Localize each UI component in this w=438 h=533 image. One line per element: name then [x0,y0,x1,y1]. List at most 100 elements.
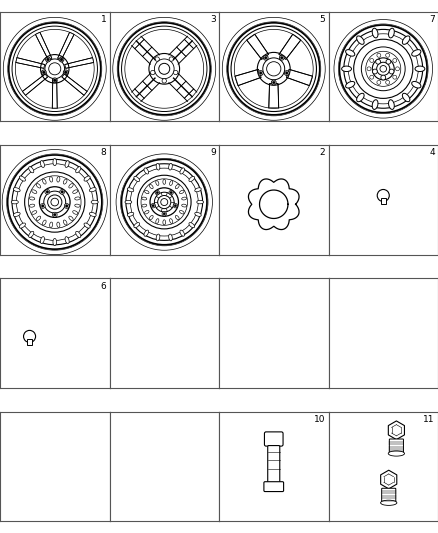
Ellipse shape [142,197,147,200]
Polygon shape [62,74,87,95]
Circle shape [155,190,159,195]
Ellipse shape [76,167,81,173]
Ellipse shape [75,197,80,200]
Circle shape [42,70,46,75]
Ellipse shape [29,231,34,238]
Text: 2: 2 [320,148,325,157]
Ellipse shape [372,100,378,109]
Polygon shape [235,69,261,86]
Circle shape [42,71,45,74]
Circle shape [170,191,172,194]
Ellipse shape [69,216,73,221]
Ellipse shape [182,197,187,200]
Circle shape [376,59,381,64]
Circle shape [258,71,263,76]
Ellipse shape [29,204,35,207]
Ellipse shape [13,188,20,192]
Text: 3: 3 [210,15,215,24]
Ellipse shape [84,223,90,228]
Text: 1: 1 [100,15,106,24]
Circle shape [151,70,155,75]
Text: 4: 4 [429,148,434,157]
Circle shape [279,55,284,60]
Ellipse shape [163,179,166,184]
Ellipse shape [73,211,78,214]
Ellipse shape [415,66,425,71]
Ellipse shape [69,183,73,188]
Circle shape [377,189,389,201]
Circle shape [280,56,283,59]
Ellipse shape [169,234,172,241]
Circle shape [59,57,64,62]
Circle shape [381,75,385,80]
Circle shape [377,80,381,84]
Ellipse shape [144,168,148,174]
Ellipse shape [144,230,148,236]
Circle shape [259,72,262,75]
Ellipse shape [195,188,201,192]
Circle shape [60,189,64,195]
Ellipse shape [389,28,394,38]
Polygon shape [65,58,94,68]
Ellipse shape [149,184,153,189]
Text: 8: 8 [100,148,106,157]
Ellipse shape [53,158,57,166]
Ellipse shape [412,50,421,56]
Circle shape [42,205,44,207]
Circle shape [40,204,45,208]
Circle shape [169,190,173,195]
Ellipse shape [19,223,25,228]
Circle shape [24,330,35,342]
Ellipse shape [388,451,405,456]
Text: 5: 5 [319,15,325,24]
Polygon shape [247,34,268,59]
Ellipse shape [145,190,149,193]
Ellipse shape [65,237,69,244]
Ellipse shape [412,82,421,88]
Circle shape [173,70,178,75]
FancyBboxPatch shape [265,432,283,446]
Circle shape [372,69,377,74]
Circle shape [396,67,399,71]
Ellipse shape [180,190,184,193]
Circle shape [65,205,68,207]
Ellipse shape [182,204,187,207]
Ellipse shape [156,163,160,170]
Circle shape [162,79,166,83]
Ellipse shape [42,220,46,225]
Polygon shape [279,34,301,59]
Ellipse shape [49,222,53,228]
Ellipse shape [36,183,41,188]
Ellipse shape [19,176,25,181]
Polygon shape [389,421,404,440]
Text: 9: 9 [210,148,215,157]
Circle shape [393,59,397,62]
Ellipse shape [73,190,78,193]
Circle shape [162,212,166,216]
FancyBboxPatch shape [268,446,280,484]
Ellipse shape [89,188,96,192]
Ellipse shape [156,219,159,223]
Circle shape [53,212,57,217]
Ellipse shape [170,181,173,185]
Ellipse shape [403,93,410,102]
Circle shape [386,80,390,84]
Ellipse shape [156,234,160,241]
Ellipse shape [189,223,194,228]
Ellipse shape [91,200,98,204]
Circle shape [174,205,177,207]
Ellipse shape [32,190,37,193]
Ellipse shape [75,204,80,207]
FancyBboxPatch shape [381,488,396,503]
Bar [381,198,386,204]
Circle shape [265,56,267,59]
Text: 6: 6 [100,281,106,290]
Ellipse shape [13,212,20,216]
Circle shape [53,213,56,216]
Ellipse shape [389,100,394,109]
Ellipse shape [346,82,355,88]
Polygon shape [22,74,48,95]
Circle shape [156,191,159,194]
Ellipse shape [29,197,35,200]
Circle shape [370,59,374,62]
